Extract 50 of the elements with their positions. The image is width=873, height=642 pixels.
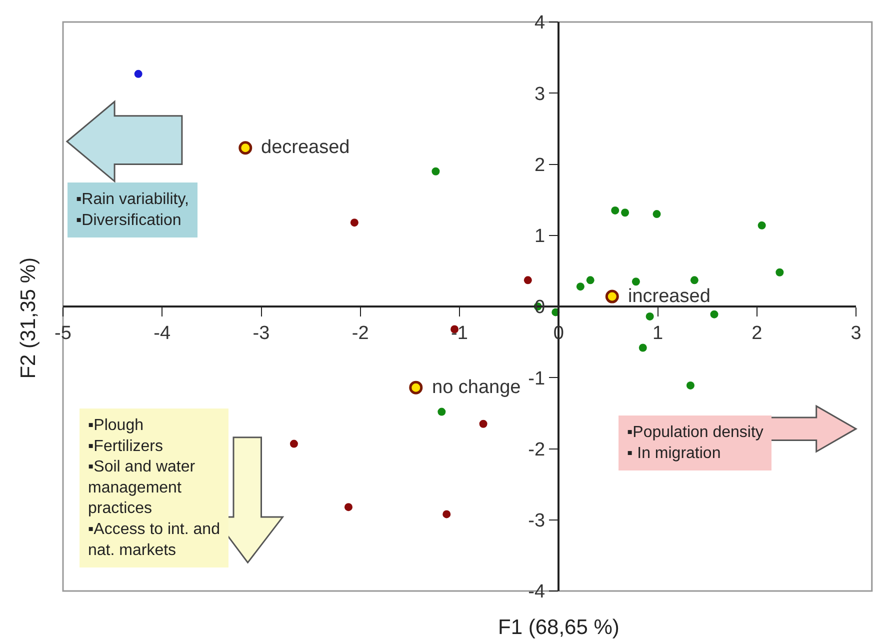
y-tick-label: 2 (534, 154, 546, 176)
point (652, 210, 661, 218)
point (646, 312, 654, 320)
y-tick-label: -4 (528, 582, 546, 603)
x-axis-title: F1 (68,65 %) (498, 616, 620, 639)
point (409, 380, 423, 394)
annotation: ▪Population density ▪ In migration (627, 424, 764, 462)
x-tick-label: -1 (451, 323, 468, 344)
y-tick-label: 0 (534, 297, 546, 318)
point (344, 503, 352, 512)
point (134, 70, 142, 78)
point (432, 167, 440, 176)
point (632, 278, 640, 286)
x-tick-label: 1 (652, 323, 664, 344)
point (586, 276, 594, 284)
point (524, 276, 532, 284)
x-tick-label: 3 (850, 323, 862, 344)
y-tick-label: 3 (534, 84, 546, 105)
annotation: increased (628, 286, 710, 307)
y-tick-label: 4 (534, 12, 546, 34)
point (611, 206, 620, 214)
y-tick-label: 1 (534, 226, 546, 248)
point (621, 208, 630, 217)
y-tick-label: -1 (528, 368, 546, 390)
x-tick-label: -5 (54, 323, 72, 344)
point (350, 218, 358, 227)
point (758, 221, 766, 230)
annotation: decreased (261, 137, 350, 158)
x-tick-label: 2 (752, 323, 762, 344)
point (442, 510, 451, 518)
point (438, 408, 446, 416)
point (638, 344, 647, 352)
x-tick-label: -3 (252, 323, 270, 344)
y-tick-label: -2 (528, 439, 546, 460)
point (605, 290, 619, 304)
y-tick-label: -3 (528, 510, 546, 532)
point (776, 268, 784, 276)
x-tick-label: -2 (352, 323, 369, 344)
annotation: ▪Plough ▪Fertilizers ▪Soil and water management practices ▪Access to int. and nat. markets (88, 417, 220, 559)
point (290, 440, 298, 448)
y-axis-title: F2 (31,35 %) (17, 257, 40, 379)
point (686, 381, 694, 390)
point (710, 310, 718, 318)
point (690, 276, 698, 284)
point (238, 141, 252, 155)
x-tick-label: -4 (154, 323, 172, 344)
annotation: ▪Rain variability, ▪Diversification (76, 191, 189, 229)
point (576, 282, 584, 291)
annotation: no change (432, 377, 521, 398)
point (479, 420, 488, 428)
